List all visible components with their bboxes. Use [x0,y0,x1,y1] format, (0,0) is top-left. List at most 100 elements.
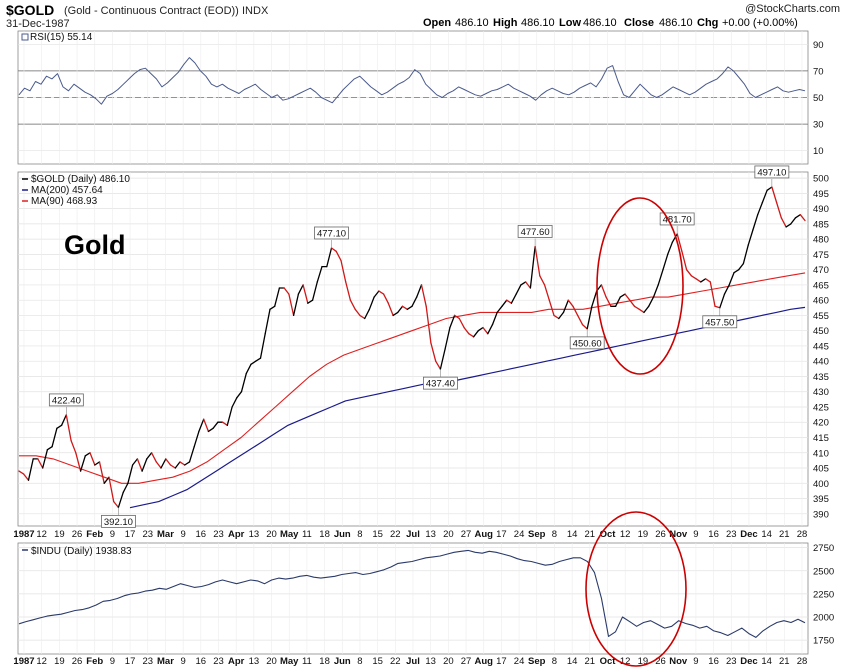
gold-price-segment [709,281,716,307]
price-annotation-label: 497.10 [757,167,786,178]
x-tick-label: Sep [528,656,546,667]
gold-price-segment [51,427,58,448]
gold-price-segment [548,299,555,317]
gold-price-segment [482,326,489,335]
gold-price-segment [103,476,110,484]
gold-price-segment [65,414,72,442]
price-ytick-label: 495 [813,189,829,200]
gold-price-segment [160,458,167,469]
gold-price-segment [581,323,588,330]
gold-price-segment [203,418,210,433]
gold-price-segment [255,357,262,362]
gold-price-segment [643,305,650,314]
gold-price-segment [529,245,536,289]
gold-price-segment [368,296,375,310]
indu-ytick-label: 2500 [813,566,834,577]
gold-price-segment [245,363,252,375]
gold-price-segment [714,305,721,309]
svg-text:+0.00 (+0.00%): +0.00 (+0.00%) [722,17,798,29]
x-tick-label: 26 [655,529,666,540]
price-annotation-box [754,165,790,179]
rsi-line [18,57,806,105]
gold-price-segment [94,461,101,466]
gold-price-segment [392,311,399,317]
gold-price-segment [113,500,120,509]
gold-price-segment [259,333,266,359]
gold-price-segment [364,308,371,320]
gold-price-segment [591,290,598,307]
x-tick-label: 9 [110,529,115,540]
gold-price-segment [236,391,243,399]
gold-price-segment [453,314,460,320]
gold-price-segment [316,265,323,283]
gold-price-segment [127,464,134,484]
price-ytick-label: 450 [813,326,829,337]
gold-price-segment [543,284,550,301]
gold-price-segment [378,290,385,295]
x-tick-label: 28 [797,529,808,540]
x-tick-label: 14 [761,656,772,667]
gold-price-segment [775,201,782,219]
gold-price-segment [131,458,139,466]
gold-price-segment [524,281,532,289]
gold-price-segment [46,446,53,451]
gold-price-segment [250,360,257,365]
indu-ytick-label: 2250 [813,589,834,600]
x-tick-label: Sep [528,529,546,540]
gold-overlay-title: Gold [64,230,126,260]
gold-price-segment [771,186,778,204]
gold-price-segment [487,323,494,335]
gold-price-segment [340,259,347,283]
gold-price-segment [761,189,768,204]
x-tick-label: 19 [54,529,65,540]
x-tick-label: 18 [319,529,330,540]
gold-price-segment [297,284,304,295]
price-ytick-label: 430 [813,387,829,398]
x-tick-label: 19 [638,529,649,540]
x-tick-label: Apr [228,656,245,667]
gold-price-segment [747,229,754,246]
x-tick-label: 21 [585,529,596,540]
gold-price-segment [435,360,442,370]
ma200-line [129,306,806,509]
gold-price-segment [738,262,745,271]
svg-text:Chg: Chg [697,17,718,29]
gold-price-segment [373,290,380,298]
gold-price-segment [657,269,664,286]
x-tick-label: 16 [708,656,719,667]
gold-price-segment [534,245,541,277]
x-tick-label: Mar [157,656,174,667]
x-tick-label: 12 [620,656,631,667]
price-ytick-label: 460 [813,296,829,307]
gold-price-segment [212,421,219,429]
gold-price-segment [719,293,726,309]
x-tick-label: Feb [86,529,103,540]
x-tick-label: 21 [779,656,790,667]
indu-series-line [18,549,806,638]
gold-price-segment [648,296,655,307]
gold-price-segment [652,284,659,298]
gold-price-segment [406,305,413,310]
x-tick-label: 8 [552,529,557,540]
x-tick-label: 23 [142,529,153,540]
price-annotation-label: 422.40 [52,395,81,406]
x-tick-label: 20 [443,656,454,667]
gold-price-segment [614,296,621,307]
x-tick-label: 9 [180,529,185,540]
gold-price-segment [98,461,105,484]
gold-price-segment [345,281,352,301]
gold-price-segment [292,293,300,317]
x-tick-label: 27 [461,529,472,540]
gold-price-segment [662,253,669,271]
x-tick-label: 19 [638,656,649,667]
x-tick-label: 24 [514,656,525,667]
rsi-series-line [18,57,806,105]
gold-price-segment [496,305,503,314]
gold-price-segment [79,455,86,472]
gold-price-segment [401,305,408,310]
price-ytick-label: 465 [813,280,829,291]
x-tick-label: 20 [443,529,454,540]
x-tick-label: 9 [110,656,115,667]
price-annotation-box [423,376,458,390]
gold-price-segment [723,284,730,295]
